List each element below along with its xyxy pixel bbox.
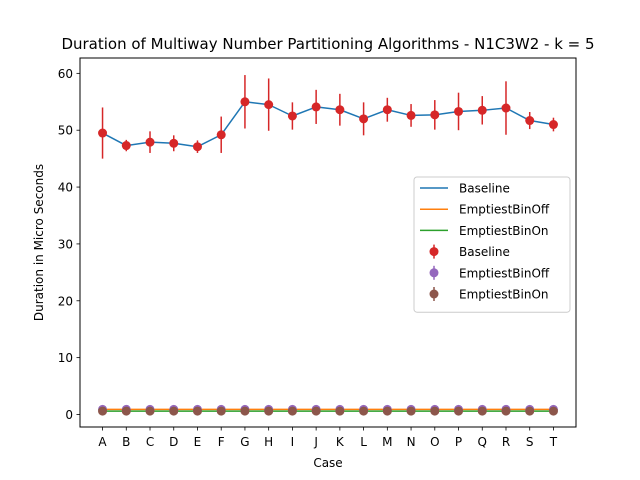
x-tick-label: D [169, 435, 178, 449]
x-tick-label: N [407, 435, 416, 449]
data-point [477, 406, 487, 416]
legend-swatch-marker [429, 247, 439, 257]
data-point [145, 406, 155, 416]
x-tick-label: B [122, 435, 130, 449]
legend-label: EmptiestBinOn [459, 224, 549, 238]
data-point [501, 103, 511, 113]
data-point [240, 406, 250, 416]
x-tick-label: A [98, 435, 107, 449]
x-tick-label: R [502, 435, 510, 449]
y-tick-label: 30 [58, 237, 73, 251]
data-point [548, 406, 558, 416]
data-point [382, 105, 392, 115]
x-tick-label: K [336, 435, 345, 449]
data-point [382, 406, 392, 416]
data-point [335, 406, 345, 416]
data-point [430, 110, 440, 120]
y-axis-label: Duration in Micro Seconds [32, 164, 46, 321]
data-point [406, 406, 416, 416]
x-tick-label: S [526, 435, 534, 449]
x-tick-label: E [194, 435, 202, 449]
data-point [311, 406, 321, 416]
data-point [359, 406, 369, 416]
data-point [240, 97, 250, 107]
x-tick-label: F [218, 435, 225, 449]
data-point [121, 406, 131, 416]
legend-label: EmptiestBinOff [459, 266, 550, 280]
data-point [406, 110, 416, 120]
x-tick-label: J [313, 435, 318, 449]
data-point [430, 406, 440, 416]
x-tick-label: H [264, 435, 273, 449]
legend-swatch-marker [429, 268, 439, 278]
data-point [454, 406, 464, 416]
data-point [264, 406, 274, 416]
x-axis-label: Case [313, 456, 342, 470]
data-point [311, 102, 321, 112]
data-point [525, 406, 535, 416]
y-axis: 0 10 20 30 40 50 60 [58, 67, 80, 422]
data-point [501, 406, 511, 416]
legend-label: EmptiestBinOn [459, 288, 549, 302]
errorbar-series-baseline [98, 75, 558, 159]
x-tick-label: T [549, 435, 558, 449]
x-tick-label: O [430, 435, 439, 449]
x-tick-label: C [146, 435, 154, 449]
legend-label: Baseline [459, 245, 510, 259]
data-point [145, 137, 155, 147]
data-point [477, 105, 487, 115]
data-point [121, 141, 131, 151]
data-point [192, 142, 202, 152]
legend-label: Baseline [459, 182, 510, 196]
y-tick-label: 50 [58, 124, 73, 138]
data-point [98, 406, 108, 416]
x-tick-label: L [360, 435, 367, 449]
data-point [98, 128, 108, 138]
data-point [264, 100, 274, 110]
data-point [335, 105, 345, 115]
y-tick-label: 20 [58, 294, 73, 308]
data-point [287, 406, 297, 416]
data-point [192, 406, 202, 416]
x-tick-label: P [455, 435, 462, 449]
data-point [287, 111, 297, 121]
legend-label: EmptiestBinOff [459, 203, 550, 217]
y-tick-label: 0 [65, 408, 73, 422]
data-point [454, 106, 464, 116]
axes-frame [79, 57, 577, 428]
data-point [548, 120, 558, 130]
data-point [216, 130, 226, 140]
legend: Baseline EmptiestBinOff EmptiestBinOn Basel… [413, 176, 571, 313]
x-tick-label: M [382, 435, 392, 449]
x-tick-label: I [291, 435, 295, 449]
legend-swatch-marker [429, 289, 439, 299]
data-point [169, 138, 179, 148]
data-point [169, 406, 179, 416]
y-tick-label: 10 [58, 351, 73, 365]
x-tick-label: Q [478, 435, 487, 449]
legend-box [413, 176, 571, 313]
chart-title: Duration of Multiway Number Partitioning… [61, 35, 594, 53]
x-tick-label: G [240, 435, 249, 449]
data-point [216, 406, 226, 416]
data-point [359, 114, 369, 124]
plot-area [98, 75, 558, 416]
errorbar-series-emptiestbinon [98, 406, 558, 416]
data-point [525, 116, 535, 126]
y-tick-label: 60 [58, 67, 73, 81]
y-tick-label: 40 [58, 181, 73, 195]
